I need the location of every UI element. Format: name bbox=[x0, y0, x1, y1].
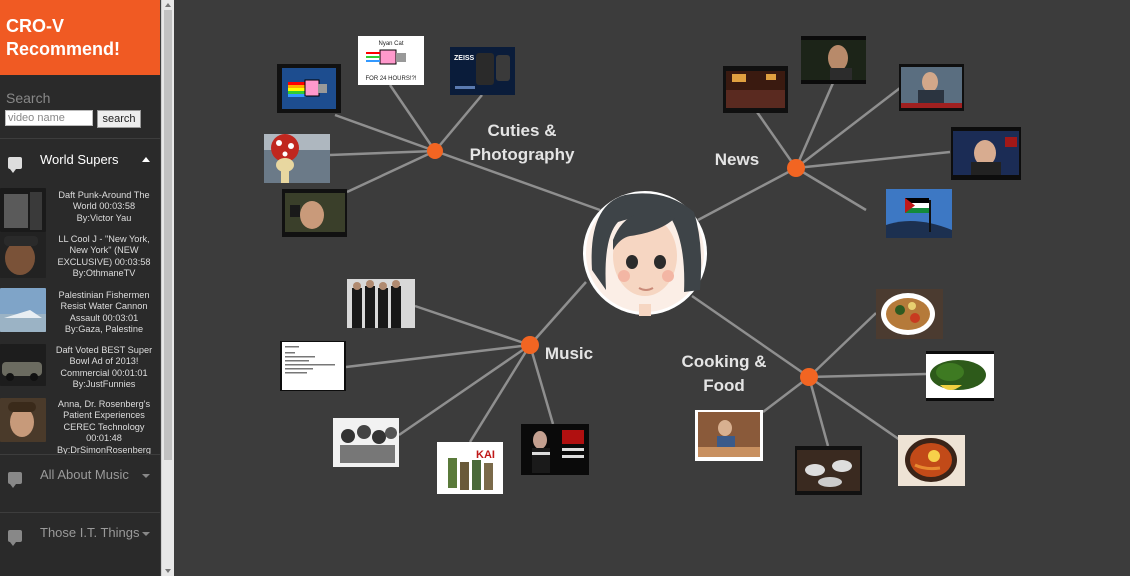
graph-edges bbox=[329, 82, 951, 447]
thumbnail-michael-jackson[interactable] bbox=[521, 424, 589, 475]
svg-text:ZEISS: ZEISS bbox=[454, 55, 475, 62]
group-all-about-music[interactable]: All About Music bbox=[0, 466, 160, 496]
svg-text:FOR 24 HOURS!?!: FOR 24 HOURS!?! bbox=[365, 76, 416, 82]
thumbnail-nyan-cat[interactable] bbox=[277, 64, 341, 113]
thumbnail-man-selfie[interactable] bbox=[282, 189, 347, 237]
thumbnail-soup-bowl[interactable] bbox=[898, 435, 965, 486]
category-node-cooking[interactable] bbox=[800, 368, 818, 386]
thumbnail-zeiss-lens[interactable]: ZEISS bbox=[450, 47, 515, 95]
thumbnail-interview-man[interactable] bbox=[899, 64, 964, 111]
thumbnail-band-suits[interactable] bbox=[347, 279, 415, 328]
sidebar-divider bbox=[0, 512, 160, 513]
thumbnail-giraffe-cartoon[interactable] bbox=[264, 134, 330, 183]
comment-icon bbox=[8, 472, 22, 488]
thumbnail-text-lyrics[interactable] bbox=[280, 341, 346, 391]
scroll-thumb[interactable] bbox=[164, 10, 172, 460]
video-author: By:JustFunnies bbox=[72, 379, 136, 390]
sidebar-divider bbox=[0, 454, 160, 455]
thumbnail-crowd-night[interactable] bbox=[723, 66, 788, 113]
category-label-cuties[interactable]: Cuties & Photography bbox=[469, 121, 575, 164]
sidebar: CRO-V Recommend! Search search World Sup… bbox=[0, 0, 160, 576]
video-author: By:Gaza, Palestine bbox=[64, 324, 144, 335]
thumbnail-bw-band[interactable] bbox=[333, 418, 399, 467]
video-title: Anna, Dr. Rosenberg's Patient Experience… bbox=[50, 399, 158, 456]
video-author: By:OthmaneTV bbox=[72, 268, 136, 279]
video-thumbnail[interactable] bbox=[0, 232, 46, 278]
expand-caret-icon[interactable] bbox=[142, 532, 150, 536]
category-node-cuties[interactable] bbox=[427, 143, 443, 159]
scroll-up-arrow-icon[interactable] bbox=[165, 3, 171, 7]
category-node-music[interactable] bbox=[521, 336, 539, 354]
video-thumbnail[interactable] bbox=[0, 188, 46, 232]
app-title: CRO-V Recommend! bbox=[0, 0, 160, 75]
thumbnail-dinner-table[interactable] bbox=[795, 446, 862, 495]
category-label-news[interactable]: News bbox=[714, 150, 760, 169]
thumbnail-press-speaker[interactable] bbox=[951, 127, 1021, 180]
category-label-cooking[interactable]: Cooking & Food bbox=[681, 352, 767, 395]
search-button[interactable]: search bbox=[97, 110, 141, 128]
group-label: Those I.T. Things bbox=[40, 525, 140, 540]
comment-icon bbox=[8, 157, 22, 173]
video-thumbnail[interactable] bbox=[0, 288, 46, 332]
search-input[interactable] bbox=[5, 110, 93, 126]
search-label: Search bbox=[6, 90, 51, 106]
video-author: By:DrSimonRosenberg bbox=[57, 444, 151, 455]
video-title: Palestinian Fishermen Resist Water Canno… bbox=[50, 290, 158, 336]
sidebar-divider bbox=[0, 138, 160, 139]
collapse-caret-icon[interactable] bbox=[142, 157, 150, 162]
scroll-down-arrow-icon[interactable] bbox=[165, 569, 171, 573]
group-world-supers[interactable]: World Supers bbox=[0, 151, 160, 181]
video-thumbnail[interactable] bbox=[0, 398, 46, 442]
thumbnail-nyan-24h[interactable]: Nyan Cat FOR 24 HOURS!?! bbox=[358, 36, 424, 85]
video-title: Daft Voted BEST Super Bowl Ad of 2013! C… bbox=[50, 345, 158, 391]
svg-text:Nyan Cat: Nyan Cat bbox=[378, 41, 403, 47]
video-author: By:Victor Yau bbox=[76, 212, 132, 223]
video-title: Daft Punk-Around The World 00:03:58 By:Vi… bbox=[50, 190, 158, 224]
sidebar-scrollbar[interactable] bbox=[161, 0, 174, 576]
thumbnail-noodle-bowl[interactable] bbox=[876, 289, 943, 339]
thumbnail-news-anchor[interactable] bbox=[801, 36, 866, 84]
category-label-music[interactable]: Music bbox=[544, 344, 594, 363]
video-title: LL Cool J - "New York, New York" (NEW EX… bbox=[50, 234, 158, 280]
comment-icon bbox=[8, 530, 22, 546]
expand-caret-icon[interactable] bbox=[142, 474, 150, 478]
svg-text:KAI: KAI bbox=[476, 449, 495, 461]
category-node-news[interactable] bbox=[787, 159, 805, 177]
group-label: World Supers bbox=[40, 152, 119, 167]
group-label: All About Music bbox=[40, 467, 129, 482]
thumbnail-cooking-show[interactable] bbox=[695, 410, 763, 461]
thumbnail-kai-band[interactable]: KAI bbox=[437, 442, 503, 494]
thumbnail-kale-lemon[interactable] bbox=[926, 351, 994, 401]
group-those-it-things[interactable]: Those I.T. Things bbox=[0, 524, 160, 554]
thumbnail-flag-protest[interactable] bbox=[886, 189, 952, 238]
user-avatar[interactable] bbox=[583, 191, 707, 316]
video-thumbnail[interactable] bbox=[0, 344, 46, 386]
